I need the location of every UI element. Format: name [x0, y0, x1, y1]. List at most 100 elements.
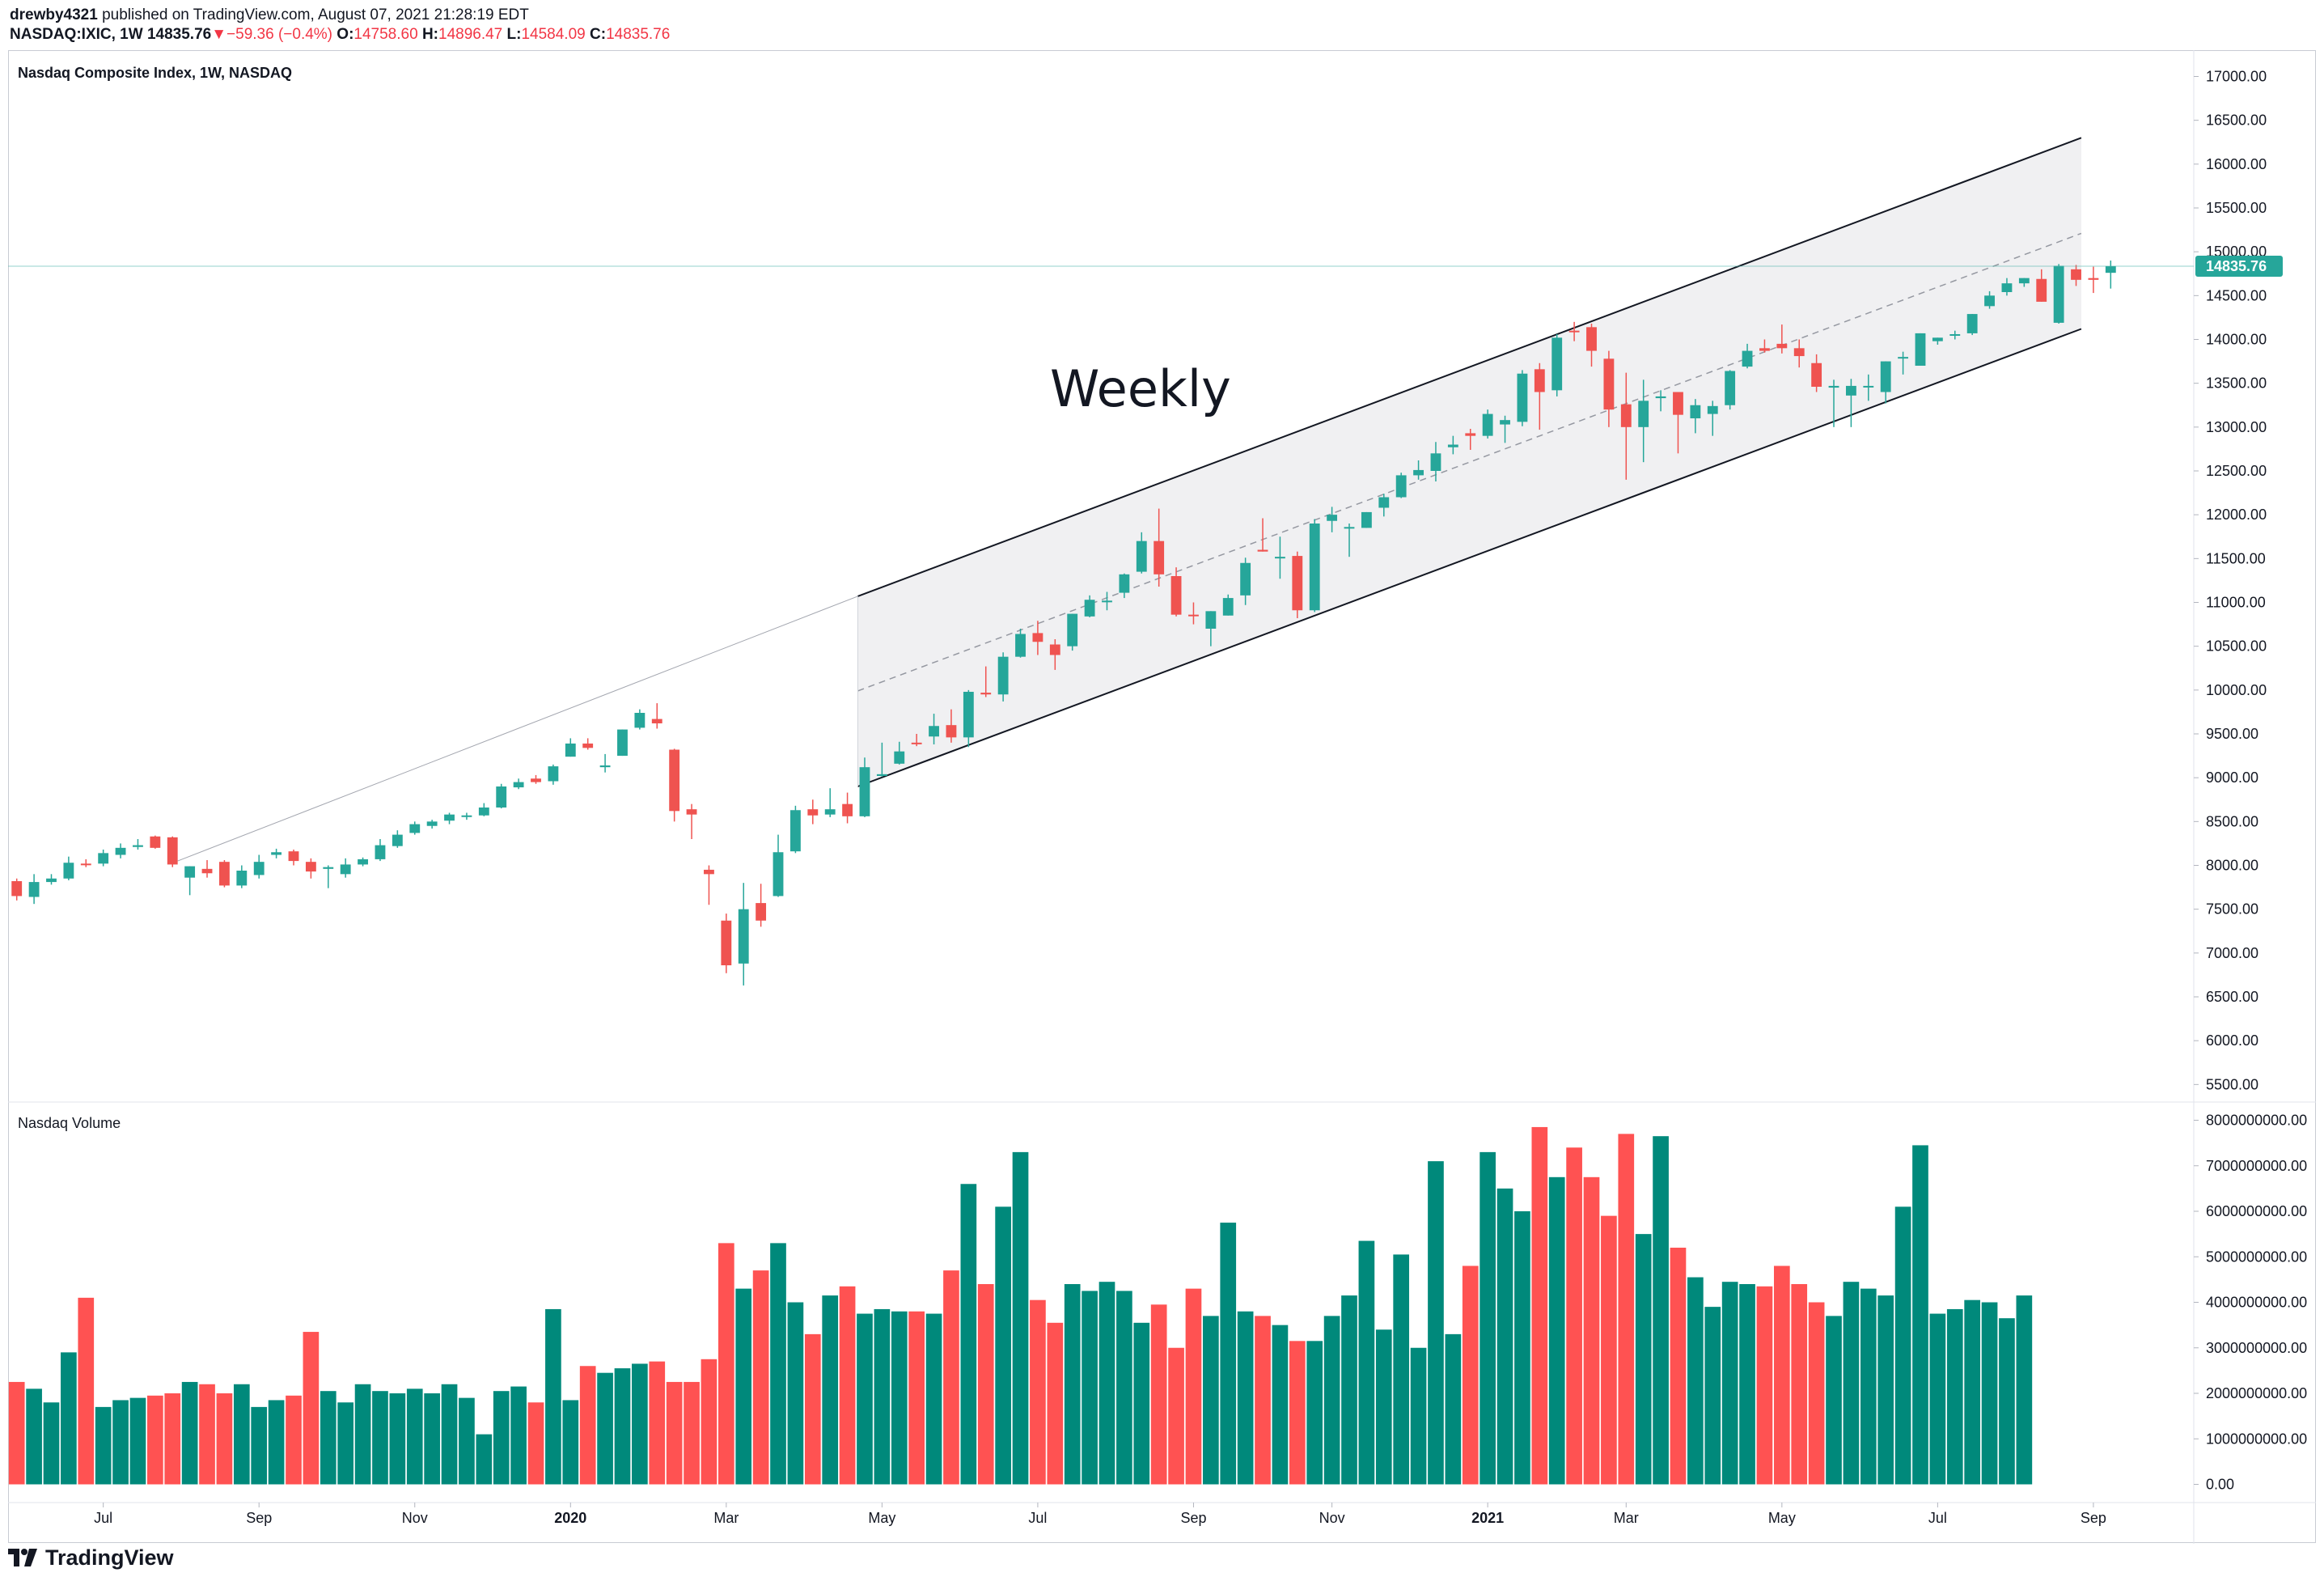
- price-tick-label: 16000.00: [2206, 156, 2267, 172]
- candle-body: [876, 774, 887, 776]
- volume-bar: [1289, 1341, 1306, 1485]
- candle: [1395, 473, 1407, 498]
- price-tick-label: 14000.00: [2206, 332, 2267, 348]
- volume-bar: [908, 1311, 925, 1485]
- candle: [946, 709, 957, 743]
- publication-line: drewby4321 published on TradingView.com,…: [10, 6, 529, 24]
- volume-tick-label: 1000000000.00: [2206, 1431, 2307, 1447]
- candle: [133, 839, 143, 850]
- channel-upper-line[interactable]: [857, 137, 2082, 597]
- candle-body: [704, 869, 714, 875]
- volume-bar: [925, 1313, 942, 1485]
- trendline[interactable]: [177, 596, 858, 862]
- candle-body: [1707, 405, 1718, 414]
- candle-body: [2088, 278, 2099, 280]
- candle: [461, 812, 472, 820]
- tradingview-logo[interactable]: TradingView: [8, 1544, 174, 1571]
- time-tick-label: Jul: [94, 1510, 112, 1526]
- candle: [1361, 511, 1372, 528]
- candle: [236, 865, 248, 888]
- volume-bar: [1012, 1151, 1029, 1485]
- candle: [617, 729, 628, 757]
- candle-body: [548, 766, 559, 782]
- candle-body: [894, 751, 905, 764]
- price-tick-label: 15500.00: [2206, 200, 2267, 216]
- volume-bar: [1410, 1347, 1427, 1485]
- volume-bar: [510, 1386, 527, 1485]
- candle-body: [2071, 269, 2081, 280]
- volume-bar: [1964, 1299, 1981, 1485]
- candle: [842, 792, 853, 824]
- time-tick-label: Jul: [1028, 1510, 1047, 1526]
- candle: [28, 874, 40, 905]
- price-tick-label: 6000.00: [2206, 1032, 2258, 1049]
- candle-body: [582, 743, 594, 748]
- candle-body: [929, 726, 939, 737]
- time-tick-label: May: [868, 1510, 895, 1526]
- candle: [1568, 321, 1580, 341]
- price-tick-label: 14500.00: [2206, 287, 2267, 303]
- time-tick-label: 2020: [554, 1510, 586, 1526]
- volume-bar: [459, 1397, 475, 1485]
- price-tick-label: 8500.00: [2206, 813, 2258, 829]
- candle-body: [1690, 405, 1701, 418]
- time-tick-label: Nov: [1319, 1510, 1345, 1526]
- volume-bar: [770, 1243, 786, 1485]
- candle: [1586, 324, 1597, 367]
- candle-body: [1015, 634, 1026, 657]
- candle-body: [1932, 337, 1943, 341]
- candle-body: [1638, 401, 1649, 427]
- volume-bar: [1496, 1188, 1513, 1485]
- volume-bar: [1739, 1284, 1755, 1485]
- volume-bar: [1653, 1136, 1669, 1485]
- candle: [253, 854, 265, 879]
- candle: [1984, 290, 1995, 309]
- candle: [1292, 551, 1303, 618]
- candle: [2088, 266, 2099, 294]
- candle: [582, 738, 594, 750]
- author-name[interactable]: drewby4321: [10, 6, 98, 23]
- last-price-axis-label: 14835.76: [2206, 258, 2267, 274]
- candle: [1534, 362, 1545, 430]
- candle-body: [738, 909, 749, 964]
- parallel-channel[interactable]: [177, 137, 2082, 862]
- candle-body: [2036, 278, 2047, 302]
- candle: [1776, 324, 1788, 354]
- candle: [271, 848, 282, 858]
- channel-lower-line[interactable]: [857, 328, 2082, 787]
- volume-bar: [424, 1393, 440, 1485]
- chart-canvas[interactable]: Nasdaq Composite Index, 1W, NASDAQ Nasda…: [0, 50, 2324, 1544]
- candle-body: [824, 809, 836, 815]
- volume-tick-label: 5000000000.00: [2206, 1248, 2307, 1265]
- candle: [1915, 333, 1926, 366]
- volume-bar: [1773, 1265, 1790, 1485]
- candle: [1638, 379, 1649, 463]
- candle-body: [2053, 265, 2064, 323]
- candle: [1620, 372, 1632, 480]
- high-value: 14896.47: [438, 26, 503, 43]
- candle: [1032, 621, 1043, 655]
- candle-body: [1257, 549, 1268, 552]
- volume-bar: [1393, 1254, 1410, 1485]
- candle: [1517, 370, 1528, 426]
- time-axis[interactable]: Jul Sep Nov 2020 Mar May Jul Sep Nov 2021 Mar May Ju…: [94, 1503, 2106, 1526]
- volume-bar: [1981, 1302, 1998, 1485]
- volume-bar: [303, 1332, 320, 1485]
- candle-body: [236, 871, 248, 886]
- candle-body: [358, 858, 368, 865]
- candle-body: [1966, 314, 1978, 333]
- volume-bar: [286, 1395, 302, 1485]
- candle: [911, 734, 922, 747]
- candle-body: [2001, 283, 2013, 292]
- candle-body: [1344, 527, 1355, 529]
- candle: [789, 805, 801, 854]
- volume-bar: [164, 1393, 181, 1485]
- channel-median-line[interactable]: [857, 232, 2082, 692]
- candle: [1327, 507, 1338, 532]
- volume-axis[interactable]: 8000000000.00 7000000000.00 6000000000.00 5…: [2194, 1113, 2307, 1493]
- candle-body: [115, 847, 126, 855]
- price-axis[interactable]: 17000.0016500.0016000.0015500.0015000.00…: [2194, 69, 2267, 1093]
- candle-body: [1880, 361, 1891, 392]
- time-tick-label: 2021: [1471, 1510, 1504, 1526]
- candle: [2018, 278, 2030, 287]
